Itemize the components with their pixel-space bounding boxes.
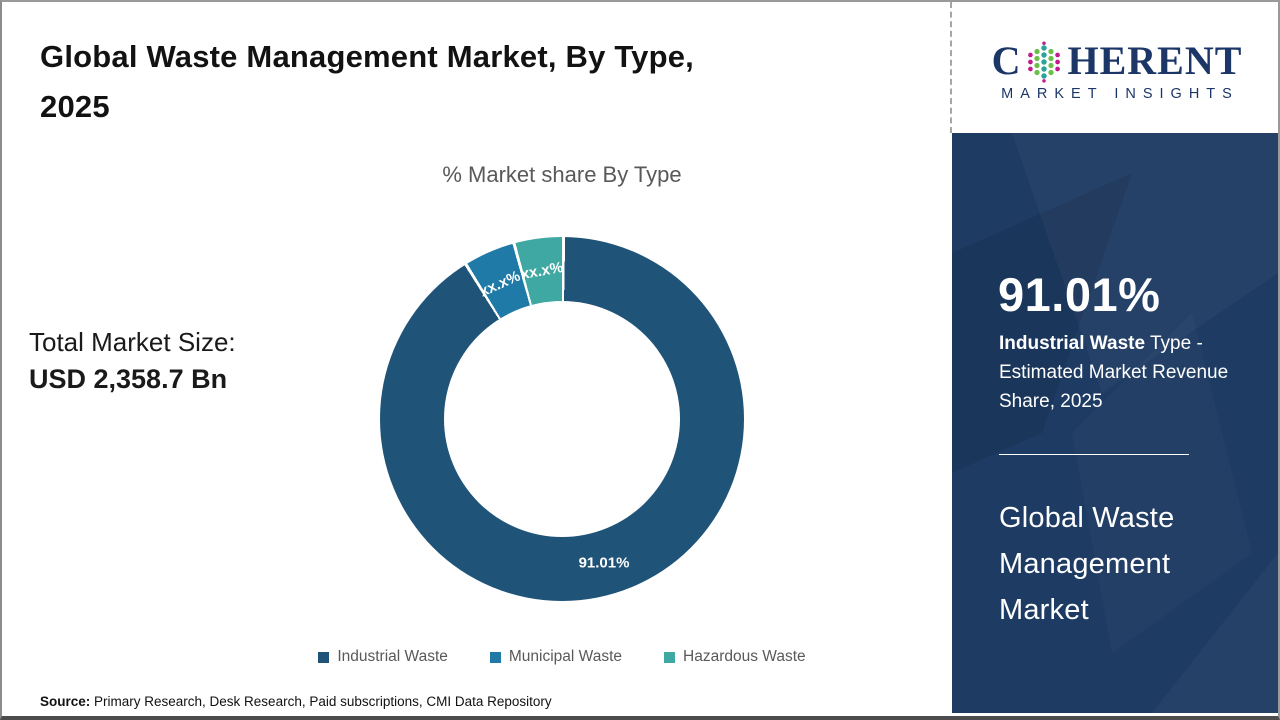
dotted-globe-icon <box>1028 41 1061 83</box>
brand-wordmark: C HERENT <box>992 39 1243 83</box>
brand-tagline: MARKET INSIGHTS <box>1001 86 1239 102</box>
highlight-value: 91.01% <box>998 268 1161 321</box>
brand-pre: C <box>991 38 1022 83</box>
hazardous-legend-marker-icon <box>664 651 676 663</box>
highlight-rest: Type - Estimated Market Revenue Share, 2… <box>999 333 1229 412</box>
source-label: Source: <box>40 694 91 709</box>
total-market-size-label: Total Market Size: <box>29 327 236 357</box>
industrial-legend-marker-icon <box>318 651 330 663</box>
chart-subtitle: % Market share By Type <box>442 162 682 187</box>
brand-post: HERENT <box>1067 38 1243 83</box>
highlight-description: Industrial Waste Type - Estimated Market… <box>999 329 1239 416</box>
brand-logo: C HERENT <box>950 2 1278 133</box>
total-market-size-value: USD 2,358.7 Bn <box>29 364 228 394</box>
legend-label: Hazardous Waste <box>683 648 806 665</box>
legend-item-industrial: Industrial Waste <box>318 648 448 666</box>
title-line2: 2025 <box>40 89 110 124</box>
industrial-slice-label: 91.01% <box>578 554 630 572</box>
divider-line <box>999 454 1189 455</box>
source-note: Source: Primary Research, Desk Research,… <box>40 694 552 709</box>
map-texture <box>952 173 1132 473</box>
donut-hole <box>444 301 680 537</box>
total-market-size: Total Market Size: USD 2,358.7 Bn <box>29 327 236 395</box>
legend-label: Municipal Waste <box>508 648 623 665</box>
chart-legend: Industrial Waste Municipal Waste Hazardo… <box>242 648 882 666</box>
sidebar-panel: 91.01% Industrial Waste Type - Estimated… <box>952 133 1278 713</box>
chart-area: Global Waste Management Market, By Type,… <box>2 2 950 716</box>
page-title: Global Waste Management Market, By Type,… <box>40 32 860 132</box>
donut-chart: 91.01% xx.x% xx.x% <box>380 237 744 601</box>
municipal-legend-marker-icon <box>489 651 501 663</box>
source-text: Primary Research, Desk Research, Paid su… <box>90 694 552 709</box>
legend-item-municipal: Municipal Waste <box>489 648 623 666</box>
legend-label: Industrial Waste <box>337 648 448 665</box>
sidebar: C HERENT <box>950 2 1278 716</box>
title-line1: Global Waste Management Market, By Type, <box>40 39 694 74</box>
sidebar-market-name: Global Waste Management Market <box>999 502 1175 626</box>
legend-item-hazardous: Hazardous Waste <box>664 648 806 666</box>
highlight-segment: Industrial Waste <box>999 333 1146 354</box>
